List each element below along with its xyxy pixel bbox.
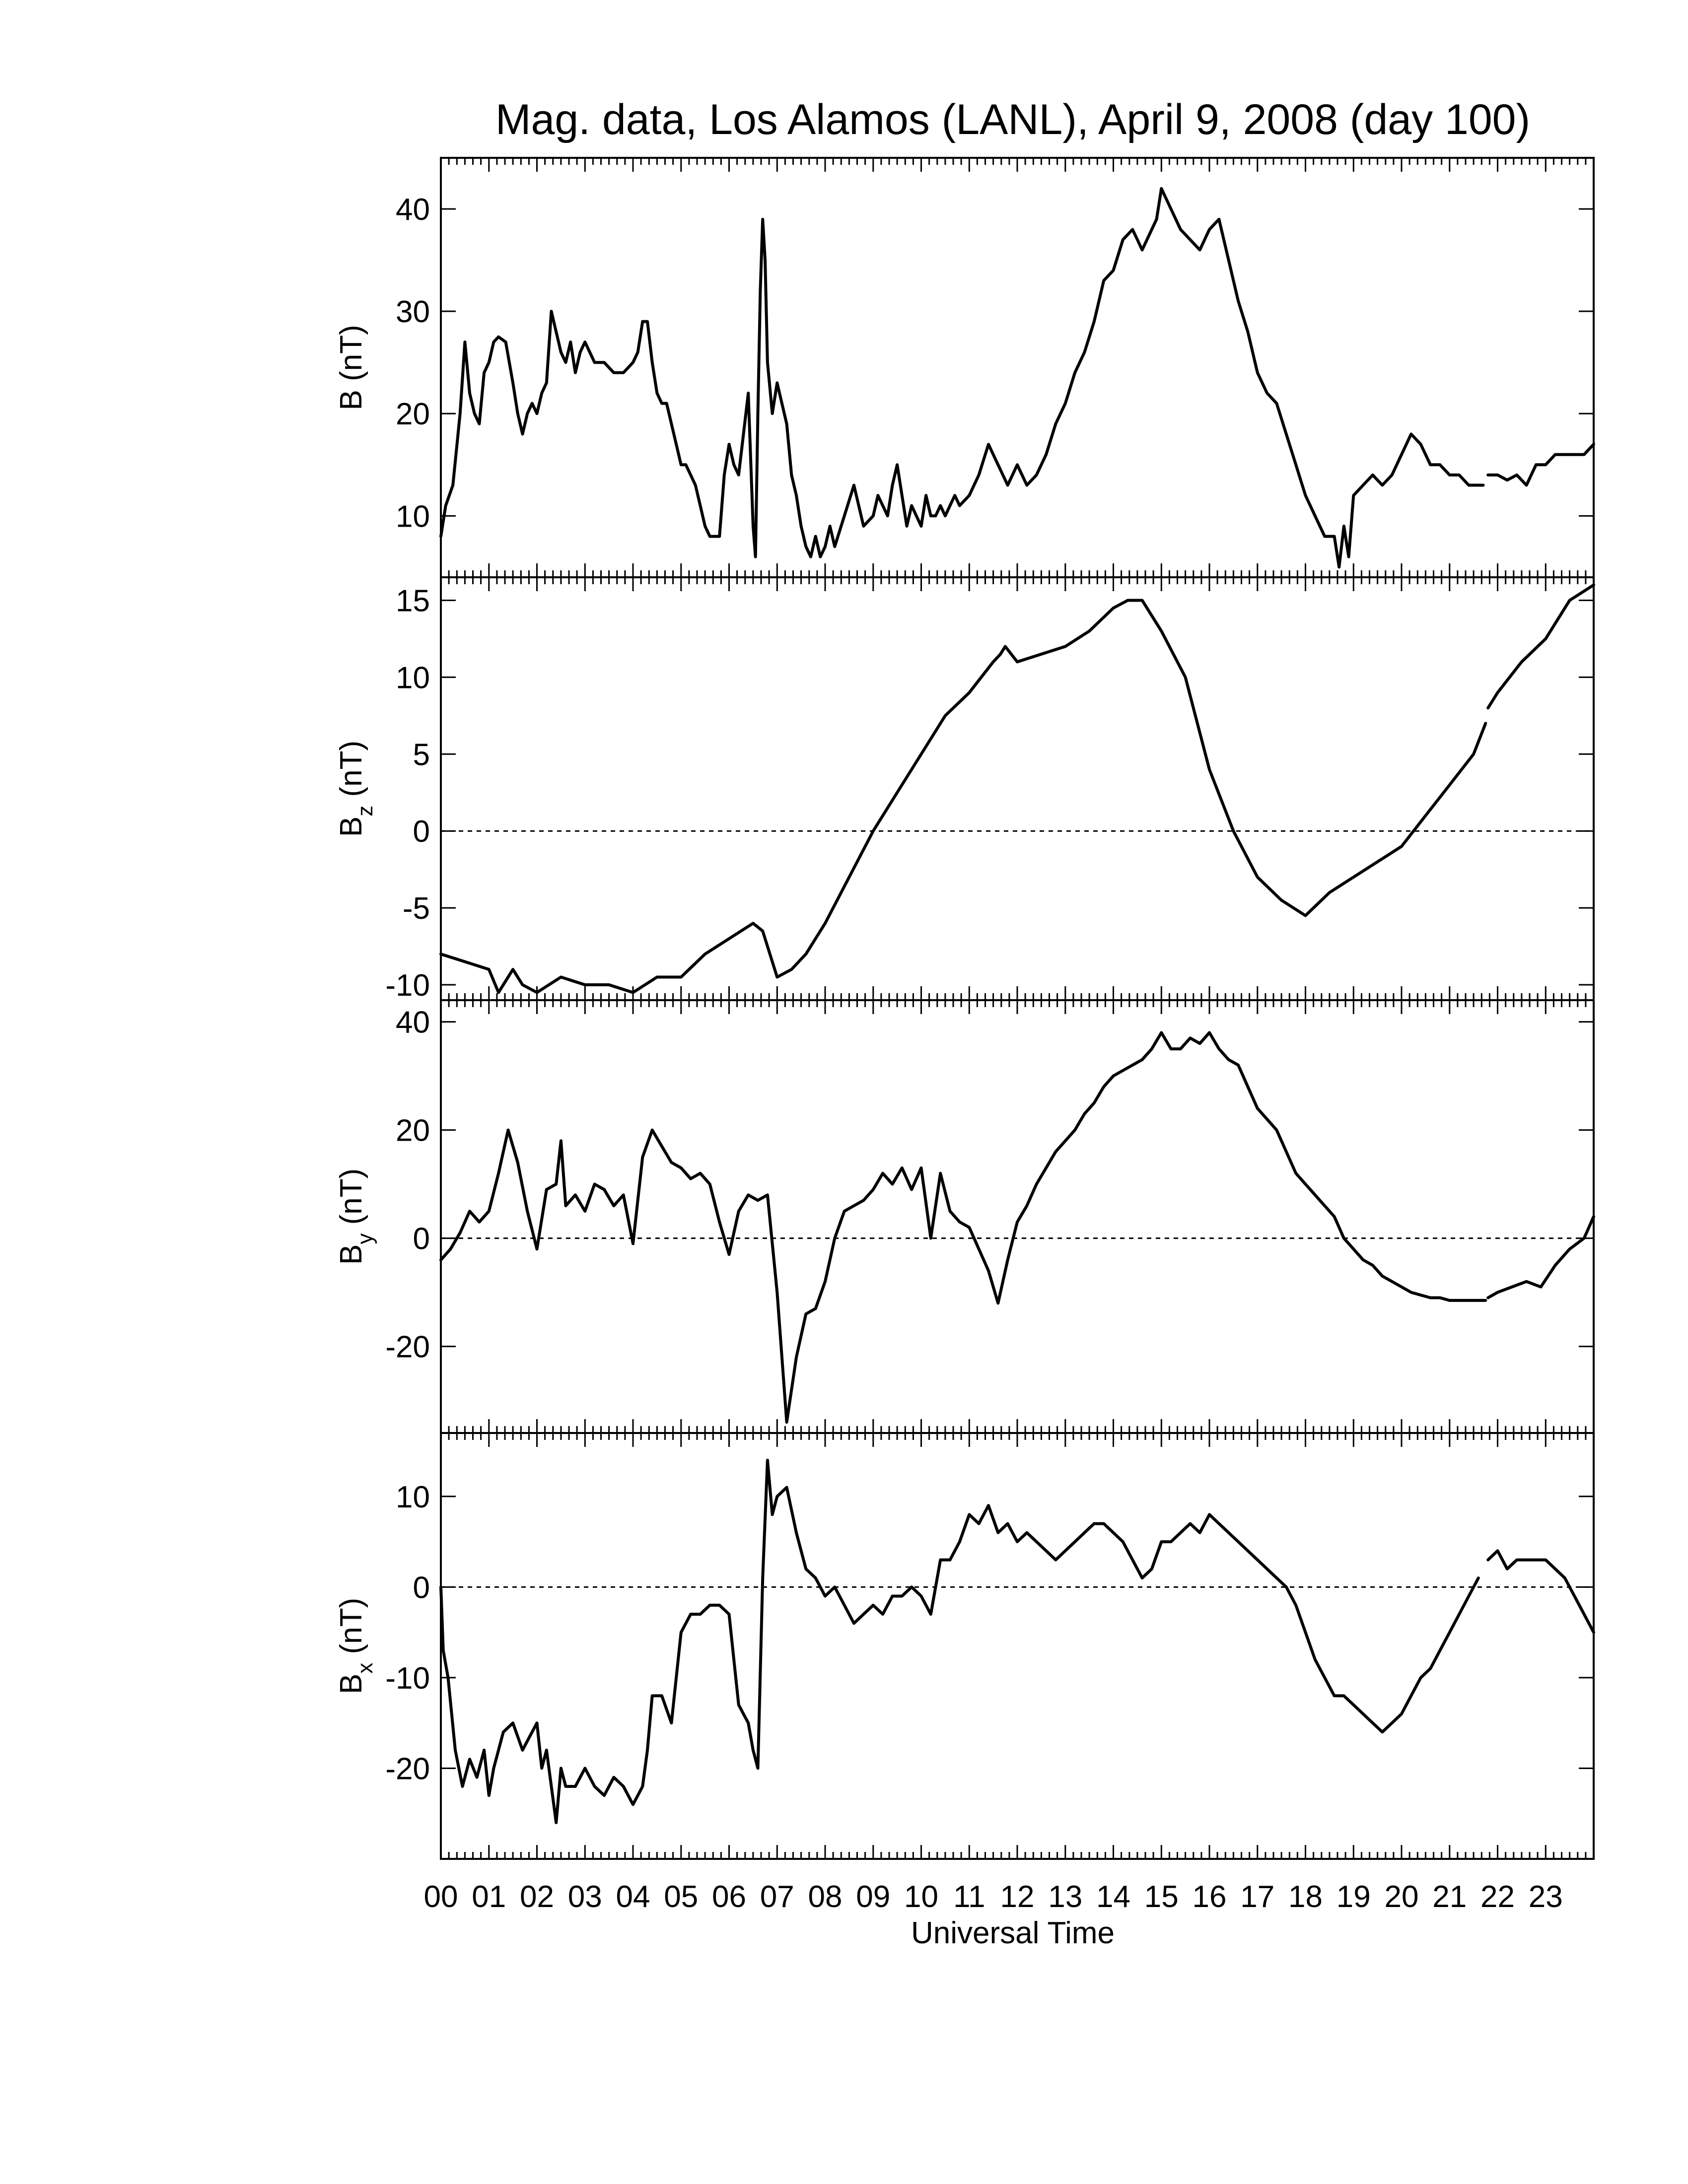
panel-Bx-frame (440, 1432, 1595, 1860)
x-tick-label: 11 (953, 1880, 985, 1914)
x-tick-label: 18 (1288, 1880, 1323, 1914)
x-tick-label: 08 (808, 1880, 843, 1914)
panel-Bz-series-line-segment-1 (439, 599, 1487, 994)
panel-Bx: -20 -10 0 10 Bx (nT) (334, 1432, 1595, 1860)
panel-B-series-line-segment-1 (439, 187, 1485, 569)
x-tick-label: 19 (1336, 1880, 1371, 1914)
x-tick-label: 16 (1193, 1880, 1227, 1914)
x-tick-label: 01 (472, 1880, 506, 1914)
x-tick-label: 20 (1385, 1880, 1419, 1914)
panel-B-y-tick-label: 30 (396, 295, 430, 329)
x-tick-label: 23 (1529, 1880, 1563, 1914)
panel-Bz-y-tick-label: 5 (413, 738, 430, 772)
panel-By-series-line-segment-1 (439, 1031, 1487, 1424)
x-tick-label: 10 (904, 1880, 938, 1914)
panel-Bz: -10 -5 0 5 10 15 Bz (nT) (334, 576, 1595, 1003)
panel-Bz-y-tick-label: -5 (403, 891, 430, 926)
panel-By-series-line-segment-2 (1486, 1215, 1595, 1299)
panel-Bx-y-tick-label: -10 (385, 1661, 430, 1696)
y-label-unit: (nT) (334, 1598, 368, 1663)
panel-B-y-tick-label: 10 (396, 499, 430, 534)
panel-Bx-y-tick-label: 10 (396, 1480, 430, 1514)
panel-Bz-y-tick-label: 10 (396, 661, 430, 695)
x-tick-label: 17 (1240, 1880, 1274, 1914)
x-tick-label: 21 (1432, 1880, 1467, 1914)
panels: 10 20 30 40 B (nT) -10 -5 0 5 10 15 Bz (nT) -20 0 20 40… (334, 157, 1595, 1860)
x-tick-label: 06 (712, 1880, 746, 1914)
panel-By-y-tick-label: 20 (396, 1114, 430, 1148)
x-tick-label: 00 (424, 1880, 458, 1914)
panel-Bx-y-tick-label: -20 (385, 1752, 430, 1786)
panel-Bx-y-tick-label: 0 (413, 1570, 430, 1605)
panel-Bz-series-line-segment-2 (1486, 583, 1595, 710)
y-label-unit: (nT) (334, 741, 368, 806)
x-tick-label: 07 (760, 1880, 794, 1914)
y-label-subscript: z (353, 806, 377, 817)
panel-B-series-line-segment-2 (1486, 443, 1595, 487)
panel-Bx-y-axis-label: Bx (nT) (334, 1598, 377, 1694)
panel-By-y-axis-label: By (nT) (334, 1168, 377, 1265)
panel-Bz-y-tick-label: 0 (413, 815, 430, 849)
y-label-main: B (334, 817, 368, 837)
y-label-subscript: y (353, 1233, 377, 1244)
x-tick-label: 13 (1048, 1880, 1082, 1914)
figure-title: Mag. data, Los Alamos (LANL), April 9, 2… (495, 96, 1530, 143)
x-tick-label: 04 (616, 1880, 650, 1914)
panel-By-y-tick-label: 40 (396, 1006, 430, 1040)
panel-By-y-tick-label: -20 (385, 1330, 430, 1365)
panel-Bz-y-axis-label: Bz (nT) (334, 741, 377, 837)
y-label-main: B (334, 1244, 368, 1265)
y-label-unit: (nT) (334, 1168, 368, 1233)
panel-Bz-y-tick-label: 15 (396, 584, 430, 618)
panel-Bx-series-line-segment-1 (439, 1458, 1480, 1824)
x-tick-label: 02 (520, 1880, 554, 1914)
x-axis: 00 01 02 03 04 05 06 07 08 09 10 11 12 13 14 15 16 17 18 19… (424, 1880, 1563, 1914)
panel-B-y-axis-label: B (nT) (334, 325, 368, 410)
y-label-subscript: x (353, 1663, 377, 1674)
y-label-unit: (nT) (334, 325, 368, 390)
panel-B-y-tick-label: 20 (396, 397, 430, 431)
x-tick-label: 15 (1144, 1880, 1179, 1914)
x-tick-label: 22 (1480, 1880, 1515, 1914)
x-tick-label: 03 (568, 1880, 602, 1914)
y-label-main: B (334, 1674, 368, 1694)
x-tick-label: 05 (664, 1880, 698, 1914)
x-tick-label: 09 (856, 1880, 890, 1914)
x-tick-label: 14 (1096, 1880, 1130, 1914)
panel-Bz-y-tick-label: -10 (385, 968, 430, 1003)
panel-B-y-tick-label: 40 (396, 193, 430, 227)
panel-Bx-series-line-segment-2 (1486, 1549, 1595, 1634)
x-axis-label: Universal Time (911, 1916, 1115, 1950)
y-label-main: B (334, 390, 368, 410)
x-tick-label: 12 (1000, 1880, 1035, 1914)
panel-By-y-tick-label: 0 (413, 1222, 430, 1256)
